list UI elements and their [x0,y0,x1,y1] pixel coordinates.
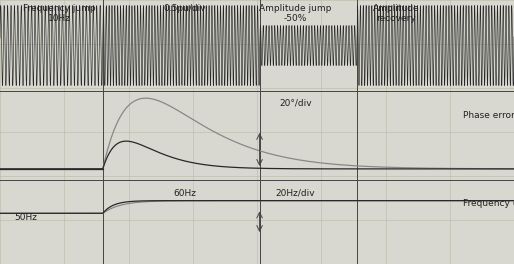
Text: 0.5pu/div: 0.5pu/div [164,4,206,13]
Text: 20Hz/div: 20Hz/div [276,189,316,198]
Text: Amplitude
recovery: Amplitude recovery [373,4,419,23]
Text: 20°/div: 20°/div [279,99,312,108]
Text: 60Hz: 60Hz [174,189,196,198]
Text: Frequency (Hz): Frequency (Hz) [463,199,514,208]
Text: Frequency jump
10Hz: Frequency jump 10Hz [23,4,96,23]
Text: 50Hz: 50Hz [14,213,38,221]
Text: Amplitude jump
-50%: Amplitude jump -50% [260,4,332,23]
Text: Phase error (deg): Phase error (deg) [463,111,514,120]
